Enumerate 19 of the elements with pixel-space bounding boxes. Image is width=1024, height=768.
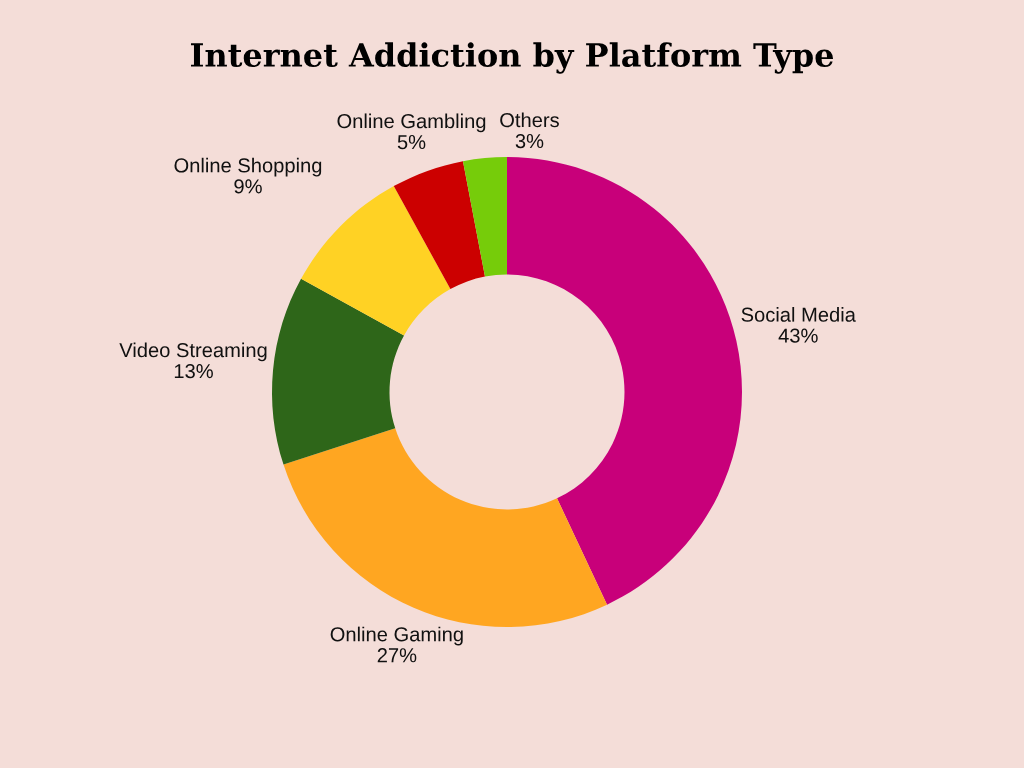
slice-label: Online Gambling: [337, 113, 486, 133]
donut-slice: [283, 428, 608, 627]
slice-label: Social Media: [741, 307, 856, 322]
data-label: 27%: [377, 648, 417, 663]
slice-label: Others: [500, 112, 559, 128]
data-label: 9%: [234, 179, 262, 194]
donut-slice: [272, 278, 405, 465]
donut-slice: [301, 186, 451, 336]
slice-label: Online Shopping: [174, 157, 322, 177]
data-label: 5%: [397, 135, 426, 150]
data-label: 13%: [174, 363, 213, 379]
donut-slice: [507, 157, 742, 605]
slice-label: Online Gaming: [330, 626, 463, 646]
data-label: 3%: [515, 133, 544, 149]
donut-slice: [393, 161, 485, 290]
slice-label: Video Streaming: [119, 342, 267, 362]
data-label: 43%: [778, 328, 818, 343]
chart-title: Internet Addiction by Platform Type: [191, 42, 834, 74]
donut-slice: [462, 157, 507, 277]
